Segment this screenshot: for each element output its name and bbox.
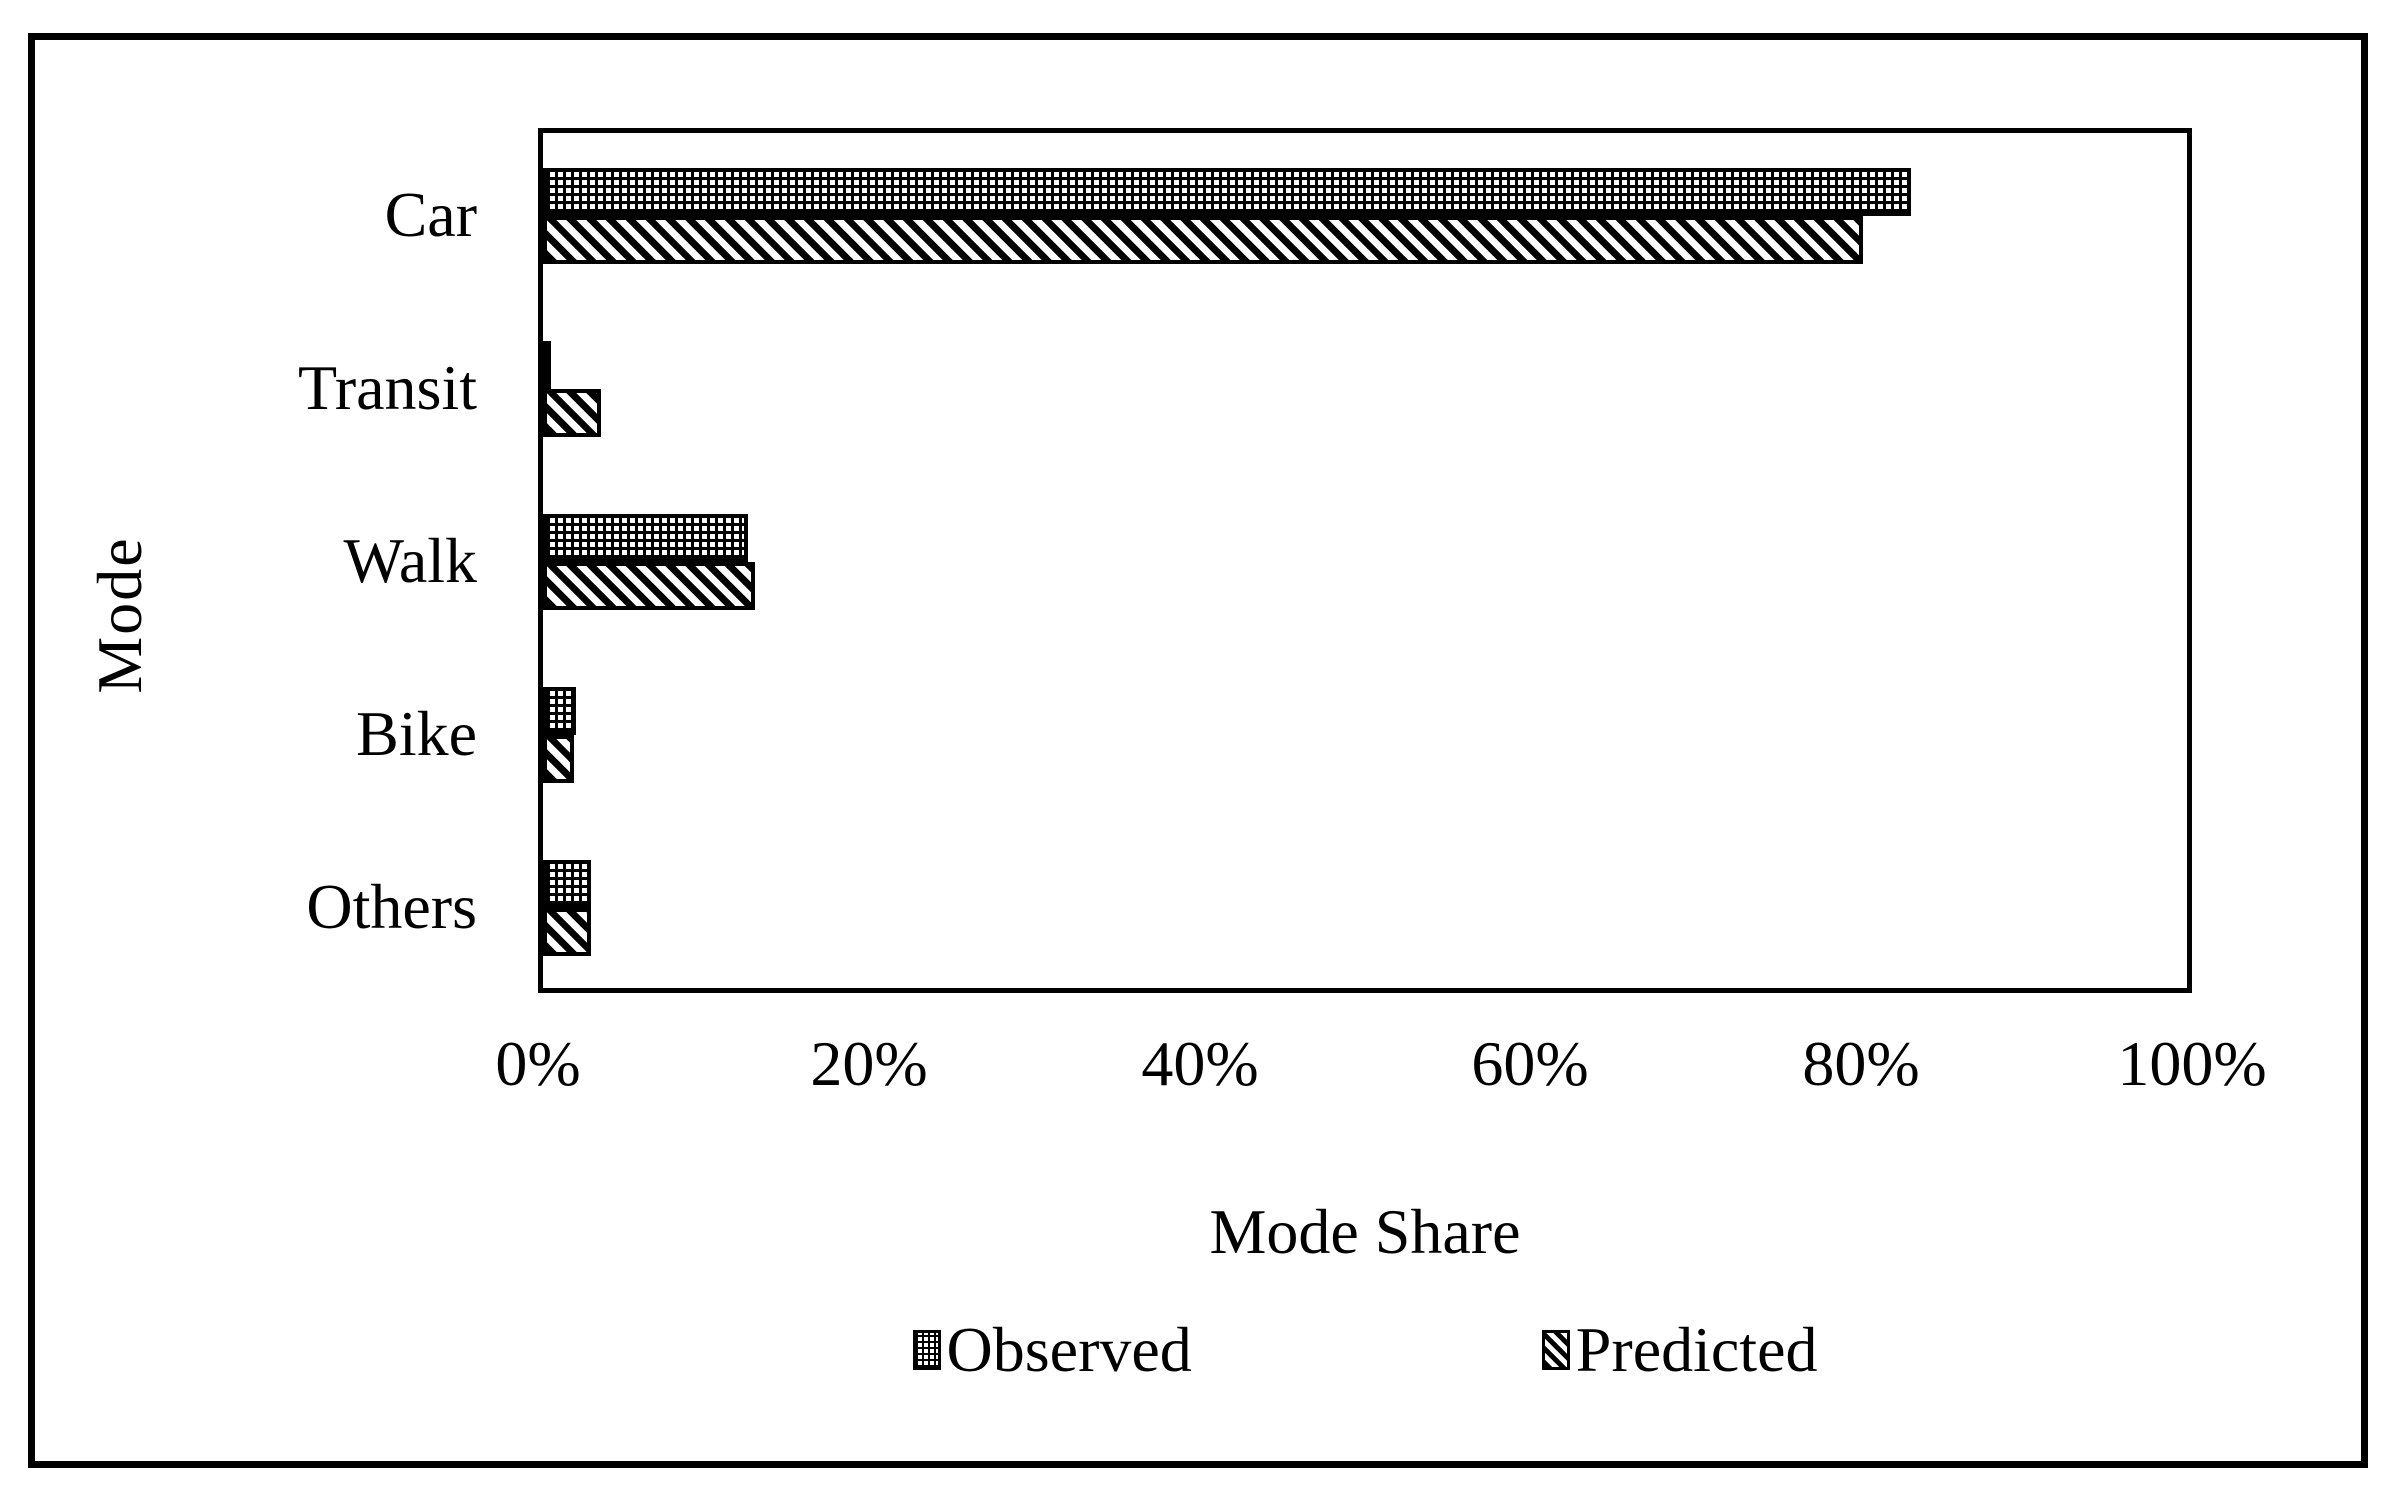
y-axis-title: Mode bbox=[84, 536, 155, 694]
category-label-car: Car bbox=[384, 179, 477, 250]
legend: Observed Predicted bbox=[538, 1310, 2192, 1390]
category-label-transit: Transit bbox=[297, 352, 477, 423]
x-tick-label-80pct: 80% bbox=[1802, 1028, 1920, 1099]
bar-walk-observed bbox=[543, 514, 748, 562]
bar-others-observed bbox=[543, 860, 591, 908]
plot-area bbox=[538, 128, 2192, 993]
bar-bike-observed bbox=[543, 687, 576, 735]
legend-item-predicted: Predicted bbox=[1541, 1310, 1818, 1390]
x-axis-title: Mode Share bbox=[1209, 1196, 1521, 1267]
x-tick-label-100pct: 100% bbox=[2117, 1028, 2267, 1099]
bar-car-predicted bbox=[543, 216, 1863, 264]
observed-dotted-swatch-icon bbox=[912, 1330, 941, 1370]
legend-label-predicted: Predicted bbox=[1575, 1314, 1818, 1385]
bar-transit-observed bbox=[543, 341, 551, 389]
bar-others-predicted bbox=[543, 908, 591, 956]
legend-label-observed: Observed bbox=[946, 1314, 1192, 1385]
x-tick-label-0pct: 0% bbox=[495, 1028, 581, 1099]
bar-car-observed bbox=[543, 168, 1911, 216]
legend-item-observed: Observed bbox=[912, 1310, 1192, 1390]
bar-walk-predicted bbox=[543, 562, 755, 610]
predicted-hatched-swatch-icon bbox=[1541, 1330, 1570, 1370]
category-label-bike: Bike bbox=[356, 698, 477, 769]
x-tick-label-40pct: 40% bbox=[1141, 1028, 1259, 1099]
bar-transit-predicted bbox=[543, 389, 601, 437]
x-tick-label-20pct: 20% bbox=[810, 1028, 928, 1099]
category-label-others: Others bbox=[306, 871, 477, 942]
x-tick-label-60pct: 60% bbox=[1471, 1028, 1589, 1099]
bar-bike-predicted bbox=[543, 735, 574, 783]
category-label-walk: Walk bbox=[343, 525, 477, 596]
